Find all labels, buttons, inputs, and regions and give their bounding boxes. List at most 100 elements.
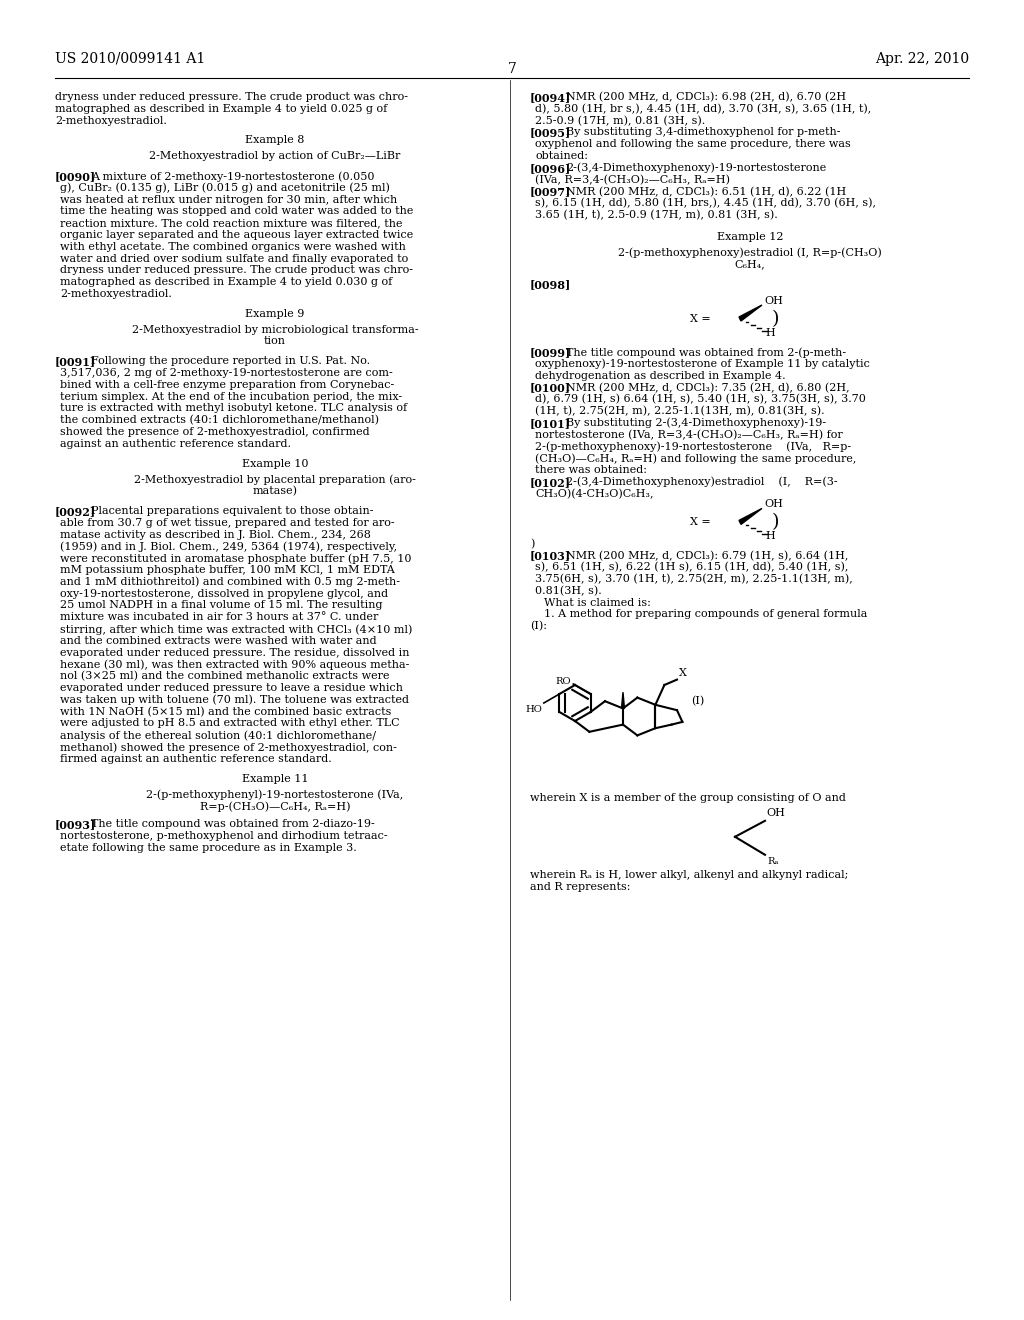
Text: 2-(p-methoxyphenoxy)-19-nortestosterone    (IVa,   R=p-: 2-(p-methoxyphenoxy)-19-nortestosterone … (535, 441, 851, 451)
Polygon shape (622, 692, 625, 709)
Text: [0101]: [0101] (530, 418, 571, 429)
Text: and R represents:: and R represents: (530, 882, 631, 891)
Text: The title compound was obtained from 2-diazo-19-: The title compound was obtained from 2-d… (91, 818, 375, 829)
Text: (CH₃O)—C₆H₄, Rₐ=H) and following the same procedure,: (CH₃O)—C₆H₄, Rₐ=H) and following the sam… (535, 453, 856, 463)
Text: terium simplex. At the end of the incubation period, the mix-: terium simplex. At the end of the incuba… (60, 392, 402, 401)
Text: 2-Methoxyestradiol by placental preparation (aro-: 2-Methoxyestradiol by placental preparat… (134, 474, 416, 484)
Polygon shape (739, 508, 762, 524)
Text: there was obtained:: there was obtained: (535, 465, 647, 475)
Text: Example 9: Example 9 (246, 309, 305, 319)
Text: analysis of the ethereal solution (40:1 dichloromethane/: analysis of the ethereal solution (40:1 … (60, 730, 376, 741)
Text: 2-(p-methoxyphenoxy)estradiol (I, R=p-(CH₃O): 2-(p-methoxyphenoxy)estradiol (I, R=p-(C… (618, 248, 882, 259)
Text: The title compound was obtained from 2-(p-meth-: The title compound was obtained from 2-(… (566, 347, 846, 358)
Text: oxyphenoxy)-19-nortestosterone of Example 11 by catalytic: oxyphenoxy)-19-nortestosterone of Exampl… (535, 359, 869, 370)
Text: 2-methoxyestradiol.: 2-methoxyestradiol. (60, 289, 172, 300)
Text: By substituting 3,4-dimethoxyphenol for p-meth-: By substituting 3,4-dimethoxyphenol for … (566, 128, 841, 137)
Text: 0.81(3H, s).: 0.81(3H, s). (535, 586, 602, 597)
Text: RO: RO (556, 677, 571, 686)
Text: OH: OH (764, 296, 783, 306)
Text: hexane (30 ml), was then extracted with 90% aqueous metha-: hexane (30 ml), was then extracted with … (60, 660, 410, 671)
Text: 3.65 (1H, t), 2.5-0.9 (17H, m), 0.81 (3H, s).: 3.65 (1H, t), 2.5-0.9 (17H, m), 0.81 (3H… (535, 210, 778, 220)
Text: dryness under reduced pressure. The crude product was chro-: dryness under reduced pressure. The crud… (60, 265, 413, 276)
Text: matographed as described in Example 4 to yield 0.030 g of: matographed as described in Example 4 to… (60, 277, 392, 288)
Text: [0102]: [0102] (530, 477, 571, 488)
Text: (I): (I) (691, 696, 705, 706)
Text: 3.75(6H, s), 3.70 (1H, t), 2.75(2H, m), 2.25-1.1(13H, m),: 3.75(6H, s), 3.70 (1H, t), 2.75(2H, m), … (535, 574, 853, 585)
Text: X =: X = (690, 517, 711, 528)
Text: mixture was incubated in air for 3 hours at 37° C. under: mixture was incubated in air for 3 hours… (60, 612, 379, 622)
Text: A mixture of 2-methoxy-19-nortestosterone (0.050: A mixture of 2-methoxy-19-nortestosteron… (91, 172, 375, 182)
Text: Example 8: Example 8 (246, 136, 305, 145)
Text: CH₃O)(4-CH₃O)C₆H₃,: CH₃O)(4-CH₃O)C₆H₃, (535, 488, 653, 499)
Text: OH: OH (766, 808, 784, 818)
Text: [0103]: [0103] (530, 550, 571, 561)
Text: C₆H₄,: C₆H₄, (734, 260, 765, 269)
Text: were adjusted to pH 8.5 and extracted with ethyl ether. TLC: were adjusted to pH 8.5 and extracted wi… (60, 718, 399, 729)
Text: US 2010/0099141 A1: US 2010/0099141 A1 (55, 51, 205, 66)
Text: [0098]: [0098] (530, 280, 571, 290)
Text: [0092]: [0092] (55, 506, 96, 517)
Text: Placental preparations equivalent to those obtain-: Placental preparations equivalent to tho… (91, 506, 374, 516)
Text: 2-Methoxyestradiol by microbiological transforma-: 2-Methoxyestradiol by microbiological tr… (132, 325, 419, 334)
Text: was taken up with toluene (70 ml). The toluene was extracted: was taken up with toluene (70 ml). The t… (60, 694, 409, 705)
Text: wherein Rₐ is H, lower alkyl, alkenyl and alkynyl radical;: wherein Rₐ is H, lower alkyl, alkenyl an… (530, 870, 848, 880)
Text: [0100]: [0100] (530, 383, 571, 393)
Text: NMR (200 MHz, d, CDCl₃): 6.79 (1H, s), 6.64 (1H,: NMR (200 MHz, d, CDCl₃): 6.79 (1H, s), 6… (566, 550, 848, 561)
Text: By substituting 2-(3,4-Dimethoxyphenoxy)-19-: By substituting 2-(3,4-Dimethoxyphenoxy)… (566, 418, 826, 429)
Text: time the heating was stopped and cold water was added to the: time the heating was stopped and cold wa… (60, 206, 414, 216)
Text: stirring, after which time was extracted with CHCl₃ (4×10 ml): stirring, after which time was extracted… (60, 624, 413, 635)
Text: OH: OH (764, 499, 783, 510)
Text: Example 10: Example 10 (242, 458, 308, 469)
Text: ): ) (530, 539, 535, 549)
Text: oxyphenol and following the same procedure, there was: oxyphenol and following the same procedu… (535, 139, 851, 149)
Text: Example 12: Example 12 (717, 232, 783, 242)
Text: H: H (765, 327, 775, 338)
Text: 2-(3,4-Dimethoxyphenoxy)-19-nortestosterone: 2-(3,4-Dimethoxyphenoxy)-19-nortestoster… (566, 162, 826, 173)
Text: nol (3×25 ml) and the combined methanolic extracts were: nol (3×25 ml) and the combined methanoli… (60, 671, 389, 681)
Text: (I):: (I): (530, 622, 547, 631)
Text: [0097]: [0097] (530, 186, 571, 198)
Text: organic layer separated and the aqueous layer extracted twice: organic layer separated and the aqueous … (60, 230, 414, 240)
Text: bined with a cell-free enzyme preparation from Corynebac-: bined with a cell-free enzyme preparatio… (60, 380, 394, 389)
Text: [0090]: [0090] (55, 172, 96, 182)
Text: showed the presence of 2-methoxyestradiol, confirmed: showed the presence of 2-methoxyestradio… (60, 426, 370, 437)
Text: 2-(p-methoxyphenyl)-19-nortestosterone (IVa,: 2-(p-methoxyphenyl)-19-nortestosterone (… (146, 789, 403, 800)
Text: nortestosterone, p-methoxyphenol and dirhodium tetraac-: nortestosterone, p-methoxyphenol and dir… (60, 830, 388, 841)
Text: matographed as described in Example 4 to yield 0.025 g of: matographed as described in Example 4 to… (55, 104, 387, 114)
Text: was heated at reflux under nitrogen for 30 min, after which: was heated at reflux under nitrogen for … (60, 194, 397, 205)
Text: matase activity as described in J. Biol. Chem., 234, 268: matase activity as described in J. Biol.… (60, 529, 371, 540)
Text: dryness under reduced pressure. The crude product was chro-: dryness under reduced pressure. The crud… (55, 92, 408, 102)
Text: What is claimed is:: What is claimed is: (544, 598, 651, 607)
Text: evaporated under reduced pressure to leave a residue which: evaporated under reduced pressure to lea… (60, 682, 403, 693)
Text: water and dried over sodium sulfate and finally evaporated to: water and dried over sodium sulfate and … (60, 253, 409, 264)
Text: tion: tion (264, 337, 286, 346)
Text: Rₐ: Rₐ (767, 857, 778, 866)
Text: (1H, t), 2.75(2H, m), 2.25-1.1(13H, m), 0.81(3H, s).: (1H, t), 2.75(2H, m), 2.25-1.1(13H, m), … (535, 407, 824, 416)
Text: s), 6.51 (1H, s), 6.22 (1H s), 6.15 (1H, dd), 5.40 (1H, s),: s), 6.51 (1H, s), 6.22 (1H s), 6.15 (1H,… (535, 562, 848, 573)
Text: ): ) (772, 513, 779, 532)
Text: 3,517,036, 2 mg of 2-methoxy-19-nortestosterone are com-: 3,517,036, 2 mg of 2-methoxy-19-nortesto… (60, 368, 393, 378)
Text: X =: X = (690, 314, 711, 323)
Text: (IVa, R=3,4-(CH₃O)₂—C₆H₃, Rₐ=H): (IVa, R=3,4-(CH₃O)₂—C₆H₃, Rₐ=H) (535, 174, 730, 185)
Text: nortestosterone (IVa, R=3,4-(CH₃O)₂—C₆H₃, Rₐ=H) for: nortestosterone (IVa, R=3,4-(CH₃O)₂—C₆H₃… (535, 429, 843, 440)
Text: H: H (765, 532, 775, 541)
Text: etate following the same procedure as in Example 3.: etate following the same procedure as in… (60, 842, 356, 853)
Text: and 1 mM dithiothreitol) and combined with 0.5 mg 2-meth-: and 1 mM dithiothreitol) and combined wi… (60, 577, 400, 587)
Text: with 1N NaOH (5×15 ml) and the combined basic extracts: with 1N NaOH (5×15 ml) and the combined … (60, 706, 391, 717)
Text: [0094]: [0094] (530, 92, 571, 103)
Text: matase): matase) (253, 486, 298, 496)
Text: wherein X is a member of the group consisting of O and: wherein X is a member of the group consi… (530, 793, 846, 803)
Text: evaporated under reduced pressure. The residue, dissolved in: evaporated under reduced pressure. The r… (60, 648, 410, 657)
Text: able from 30.7 g of wet tissue, prepared and tested for aro-: able from 30.7 g of wet tissue, prepared… (60, 517, 394, 528)
Text: 7: 7 (508, 62, 516, 77)
Text: 2-methoxyestradiol.: 2-methoxyestradiol. (55, 116, 167, 125)
Text: NMR (200 MHz, d, CDCl₃): 6.98 (2H, d), 6.70 (2H: NMR (200 MHz, d, CDCl₃): 6.98 (2H, d), 6… (566, 92, 846, 103)
Text: 2.5-0.9 (17H, m), 0.81 (3H, s).: 2.5-0.9 (17H, m), 0.81 (3H, s). (535, 116, 706, 125)
Text: R=p-(CH₃O)—C₆H₄, Rₐ=H): R=p-(CH₃O)—C₆H₄, Rₐ=H) (200, 801, 350, 812)
Text: HO: HO (525, 705, 542, 714)
Text: were reconstituted in aromatase phosphate buffer (pH 7.5, 10: were reconstituted in aromatase phosphat… (60, 553, 412, 564)
Text: methanol) showed the presence of 2-methoxyestradiol, con-: methanol) showed the presence of 2-metho… (60, 742, 397, 752)
Text: g), CuBr₂ (0.135 g), LiBr (0.015 g) and acetonitrile (25 ml): g), CuBr₂ (0.135 g), LiBr (0.015 g) and … (60, 182, 390, 193)
Text: ture is extracted with methyl isobutyl ketone. TLC analysis of: ture is extracted with methyl isobutyl k… (60, 404, 408, 413)
Text: [0095]: [0095] (530, 128, 571, 139)
